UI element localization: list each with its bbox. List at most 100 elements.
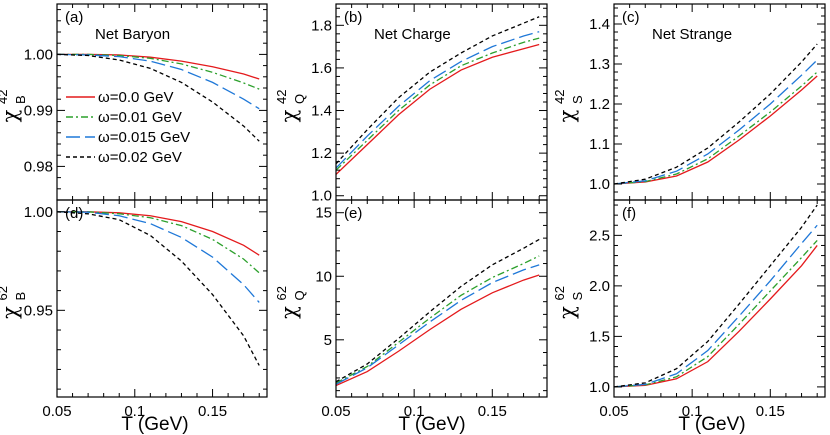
y-axis-label-symbol: χ — [0, 109, 22, 122]
y-axis-label-subscript: Q — [292, 290, 307, 300]
y-tick-label: 1.00 — [24, 204, 53, 221]
panel-frame — [613, 199, 826, 398]
y-tick-label: 2.5 — [589, 227, 610, 244]
panel-title: Net Baryon — [95, 26, 170, 43]
y-tick-label: 1.4 — [311, 103, 332, 120]
series-line-1 — [57, 53, 260, 90]
series-line-0 — [614, 75, 818, 185]
y-tick-label: 1.0 — [311, 188, 332, 205]
y-tick-label: 0.99 — [24, 102, 53, 119]
y-axis-label: χ 42 S — [552, 90, 585, 123]
series-line-3 — [336, 238, 540, 383]
y-axis-label: χ 62 B — [0, 286, 28, 319]
y-axis-label-superscript: 42 — [274, 90, 289, 104]
series-line-0 — [57, 211, 260, 256]
panel-a: 0.98 0.99 1.00 (a) Net Baryon χ 42 B — [0, 3, 268, 201]
y-axis-label: χ 62 Q — [274, 286, 307, 319]
y-axis-label-symbol: χ — [0, 306, 22, 319]
y-axis-label-superscript: 62 — [552, 286, 567, 300]
x-axis-label-right: T (GeV) — [678, 414, 745, 435]
y-tick-label: 1.2 — [589, 96, 610, 113]
x-tick-label: 0.05 — [42, 403, 71, 420]
series-line-3 — [57, 53, 260, 142]
x-axis-label-left: T (GeV) — [121, 414, 188, 435]
y-tick-label: 1.1 — [589, 136, 610, 153]
legend-label-3: ω=0.02 GeV — [98, 149, 182, 166]
panel-d: 0.05 0.1 0.15 0.95 1.00 (d) χ 62 B — [0, 199, 268, 420]
panel-f: 0.05 0.1 0.15 1.0 1.5 2.0 2.5 (f) χ 62 S — [552, 199, 826, 420]
y-tick-label: 1.8 — [311, 17, 332, 34]
y-tick-label: 2.0 — [589, 278, 610, 295]
y-axis-label-subscript: S — [570, 292, 585, 301]
panel-label: (c) — [622, 9, 640, 26]
y-tick-label: 1.3 — [589, 56, 610, 73]
x-tick-label: 0.1 — [682, 403, 703, 420]
series-line-2 — [57, 211, 260, 303]
series-line-0 — [614, 245, 818, 388]
legend-label-1: ω=0.01 GeV — [98, 109, 182, 126]
y-axis-label: χ 62 S — [552, 286, 585, 319]
x-tick-label: 0.05 — [599, 403, 628, 420]
series-line-0 — [336, 43, 540, 175]
y-tick-label: 1.0 — [589, 176, 610, 193]
series-line-3 — [614, 43, 818, 185]
panel-label: (a) — [65, 9, 83, 26]
legend-label-2: ω=0.015 GeV — [98, 129, 190, 146]
series-line-0 — [336, 274, 540, 387]
x-tick-label: 0.05 — [321, 403, 350, 420]
x-tick-label: 0.15 — [198, 403, 227, 420]
y-tick-label: 15 — [315, 205, 332, 222]
y-axis-label-superscript: 42 — [552, 90, 567, 104]
y-axis-label-superscript: 42 — [0, 90, 10, 104]
series-line-3 — [614, 204, 818, 388]
legend: ω=0.0 GeV ω=0.01 GeV ω=0.015 GeV ω=0.02 GeV — [66, 89, 190, 166]
series-line-2 — [614, 224, 818, 388]
y-axis-label-subscript: B — [13, 95, 28, 104]
y-tick-label: 0.95 — [24, 302, 53, 319]
series-line-1 — [336, 255, 540, 384]
series-line-1 — [57, 211, 260, 274]
series-line-1 — [336, 37, 540, 171]
panel-e: 0.05 0.1 0.15 5 10 15 (e) χ 62 Q — [274, 199, 548, 420]
y-axis-label-symbol: χ — [555, 306, 579, 319]
x-axis-label-middle: T (GeV) — [398, 414, 465, 435]
y-axis-label-superscript: 62 — [274, 286, 289, 300]
series-line-3 — [57, 211, 260, 366]
series-line-2 — [336, 264, 540, 385]
y-axis-label-subscript: S — [570, 95, 585, 104]
panel-title: Net Charge — [374, 26, 451, 43]
legend-label-0: ω=0.0 GeV — [98, 89, 174, 106]
panel-label: (f) — [622, 205, 636, 222]
y-axis-label-superscript: 62 — [0, 286, 10, 300]
y-axis-label: χ 42 B — [0, 90, 28, 123]
series-line-1 — [614, 71, 818, 185]
series-line-2 — [336, 31, 540, 169]
y-axis-label-subscript: Q — [292, 94, 307, 104]
x-tick-label: 0.15 — [756, 403, 785, 420]
x-tick-label: 0.1 — [124, 403, 145, 420]
panel-label: (e) — [344, 205, 362, 222]
panel-title: Net Strange — [652, 26, 732, 43]
y-tick-label: 1.5 — [589, 328, 610, 345]
series-line-2 — [614, 59, 818, 185]
x-tick-label: 0.15 — [478, 403, 507, 420]
x-tick-label: 0.1 — [404, 403, 425, 420]
y-tick-label: 1.6 — [311, 60, 332, 77]
y-tick-label: 1.0 — [589, 379, 610, 396]
series-line-1 — [614, 239, 818, 388]
series-line-0 — [57, 53, 260, 80]
panel-frame — [335, 199, 548, 398]
y-axis-label-symbol: χ — [555, 109, 579, 122]
y-axis-label-symbol: χ — [277, 306, 301, 319]
y-axis-label: χ 42 Q — [274, 90, 307, 123]
panel-frame — [56, 199, 268, 398]
y-axis-label-symbol: χ — [277, 109, 301, 122]
y-tick-label: 1.2 — [311, 145, 332, 162]
y-tick-label: 1.00 — [24, 46, 53, 63]
y-tick-label: 0.98 — [24, 158, 53, 175]
panel-label: (d) — [65, 205, 83, 222]
y-tick-label: 5 — [324, 332, 332, 349]
y-axis-label-subscript: B — [13, 292, 28, 301]
